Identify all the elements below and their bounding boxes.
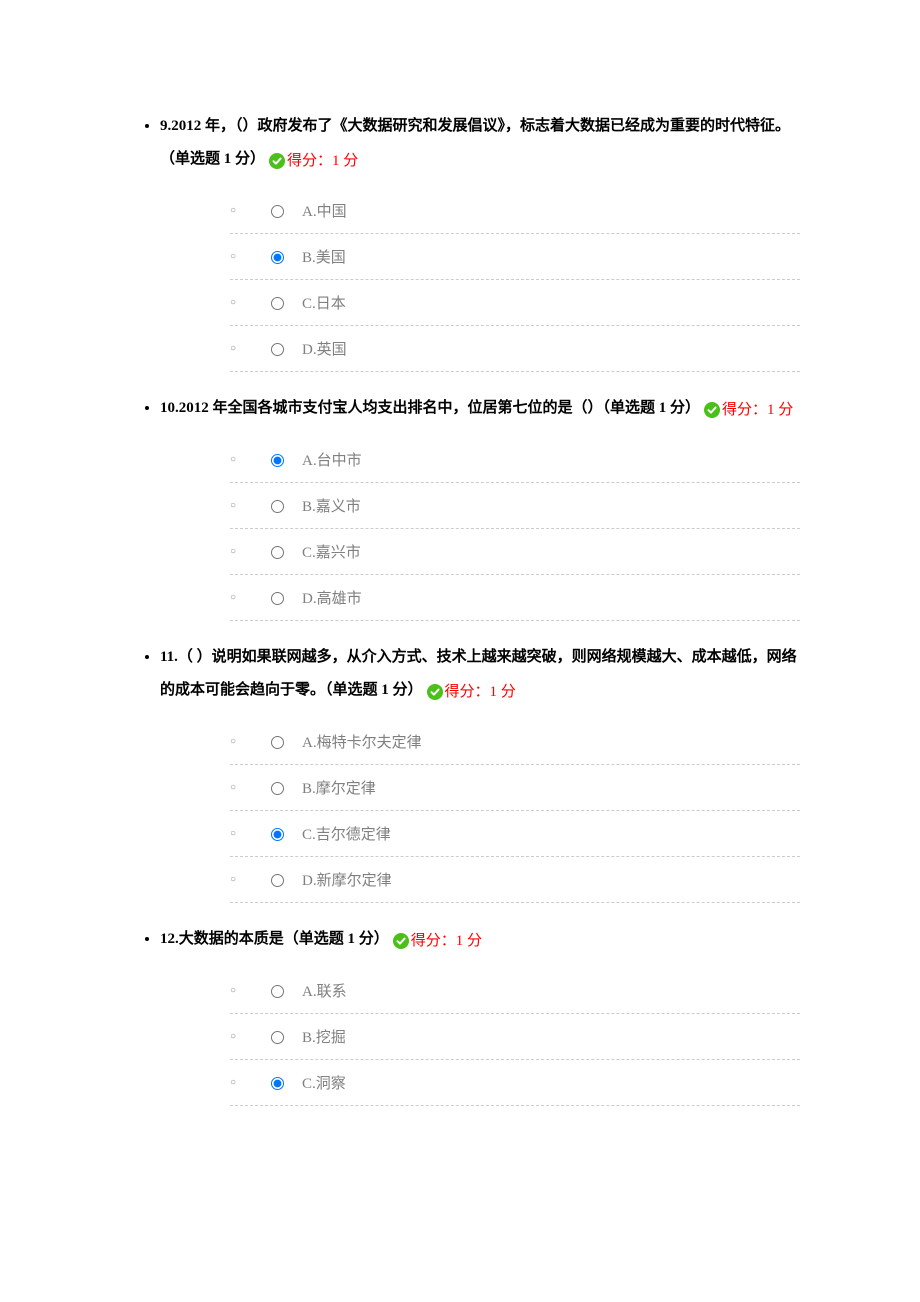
option-item: ○ B.摩尔定律 (230, 765, 800, 811)
option-label: D.英国 (302, 338, 347, 359)
option-label: B.嘉义市 (302, 495, 361, 516)
option-item: ○ D.新摩尔定律 (230, 857, 800, 903)
option-label: D.新摩尔定律 (302, 869, 392, 890)
check-icon (704, 402, 720, 418)
option-radio[interactable] (271, 592, 284, 605)
option-label: B.美国 (302, 246, 346, 267)
score-badge: 得分：1 分 (427, 680, 516, 701)
option-radio[interactable] (271, 736, 284, 749)
question-item: 12.大数据的本质是（单选题 1 分） 得分：1 分 ○ A.联系 ○ B.挖掘… (160, 923, 800, 1106)
option-item: ○ C.日本 (230, 280, 800, 326)
option-radio[interactable] (271, 454, 284, 467)
option-item: ○ C.吉尔德定律 (230, 811, 800, 857)
options-list: ○ A.中国 ○ B.美国 ○ C.日本 ○ D.英国 (160, 188, 800, 372)
option-radio[interactable] (271, 985, 284, 998)
option-bullet: ○ (230, 205, 236, 216)
option-bullet: ○ (230, 592, 236, 603)
option-radio[interactable] (271, 1031, 284, 1044)
option-bullet: ○ (230, 828, 236, 839)
option-item: ○ D.高雄市 (230, 575, 800, 621)
option-item: ○ B.美国 (230, 234, 800, 280)
question-list: 9.2012 年，（）政府发布了《大数据研究和发展倡议》，标志着大数据已经成为重… (120, 110, 800, 1106)
score-text: 得分：1 分 (411, 933, 482, 949)
option-label: A.梅特卡尔夫定律 (302, 731, 422, 752)
option-item: ○ C.嘉兴市 (230, 529, 800, 575)
option-label: C.嘉兴市 (302, 541, 361, 562)
score-badge: 得分：1 分 (704, 398, 793, 419)
option-label: B.挖掘 (302, 1026, 346, 1047)
option-item: ○ A.梅特卡尔夫定律 (230, 719, 800, 765)
option-item: ○ A.台中市 (230, 437, 800, 483)
option-bullet: ○ (230, 1077, 236, 1088)
option-label: B.摩尔定律 (302, 777, 376, 798)
option-label: C.吉尔德定律 (302, 823, 391, 844)
option-item: ○ B.挖掘 (230, 1014, 800, 1060)
option-radio[interactable] (271, 500, 284, 513)
option-bullet: ○ (230, 546, 236, 557)
option-label: A.联系 (302, 980, 347, 1001)
option-radio[interactable] (271, 251, 284, 264)
option-bullet: ○ (230, 985, 236, 996)
option-radio[interactable] (271, 874, 284, 887)
score-badge: 得分：1 分 (393, 929, 482, 950)
option-radio[interactable] (271, 205, 284, 218)
option-label: C.日本 (302, 292, 346, 313)
option-bullet: ○ (230, 782, 236, 793)
question-text: 9.2012 年，（）政府发布了《大数据研究和发展倡议》，标志着大数据已经成为重… (160, 118, 790, 167)
option-bullet: ○ (230, 343, 236, 354)
option-bullet: ○ (230, 297, 236, 308)
check-icon (427, 684, 443, 700)
score-text: 得分：1 分 (287, 153, 358, 169)
option-item: ○ C.洞察 (230, 1060, 800, 1106)
check-icon (269, 153, 285, 169)
option-label: A.台中市 (302, 449, 362, 470)
option-item: ○ D.英国 (230, 326, 800, 372)
option-radio[interactable] (271, 1077, 284, 1090)
option-item: ○ A.联系 (230, 968, 800, 1014)
question-item: 10.2012 年全国各城市支付宝人均支出排名中，位居第七位的是（）（单选题 1… (160, 392, 800, 621)
option-item: ○ A.中国 (230, 188, 800, 234)
options-list: ○ A.梅特卡尔夫定律 ○ B.摩尔定律 ○ C.吉尔德定律 ○ (160, 719, 800, 903)
option-bullet: ○ (230, 251, 236, 262)
options-list: ○ A.台中市 ○ B.嘉义市 ○ C.嘉兴市 ○ D.高雄市 (160, 437, 800, 621)
question-text: 10.2012 年全国各城市支付宝人均支出排名中，位居第七位的是（）（单选题 1… (160, 400, 700, 416)
check-icon (393, 933, 409, 949)
option-radio[interactable] (271, 828, 284, 841)
question-item: 11.（ ）说明如果联网越多，从介入方式、技术上越来越突破，则网络规模越大、成本… (160, 641, 800, 903)
option-label: C.洞察 (302, 1072, 346, 1093)
option-radio[interactable] (271, 343, 284, 356)
option-bullet: ○ (230, 1031, 236, 1042)
option-item: ○ B.嘉义市 (230, 483, 800, 529)
option-radio[interactable] (271, 546, 284, 559)
options-list: ○ A.联系 ○ B.挖掘 ○ C.洞察 (160, 968, 800, 1106)
option-bullet: ○ (230, 500, 236, 511)
option-bullet: ○ (230, 454, 236, 465)
option-bullet: ○ (230, 736, 236, 747)
question-text: 12.大数据的本质是（单选题 1 分） (160, 931, 389, 947)
option-label: D.高雄市 (302, 587, 362, 608)
question-item: 9.2012 年，（）政府发布了《大数据研究和发展倡议》，标志着大数据已经成为重… (160, 110, 800, 372)
score-badge: 得分：1 分 (269, 149, 358, 170)
option-radio[interactable] (271, 782, 284, 795)
score-text: 得分：1 分 (445, 684, 516, 700)
option-bullet: ○ (230, 874, 236, 885)
score-text: 得分：1 分 (722, 402, 793, 418)
option-radio[interactable] (271, 297, 284, 310)
option-label: A.中国 (302, 200, 347, 221)
